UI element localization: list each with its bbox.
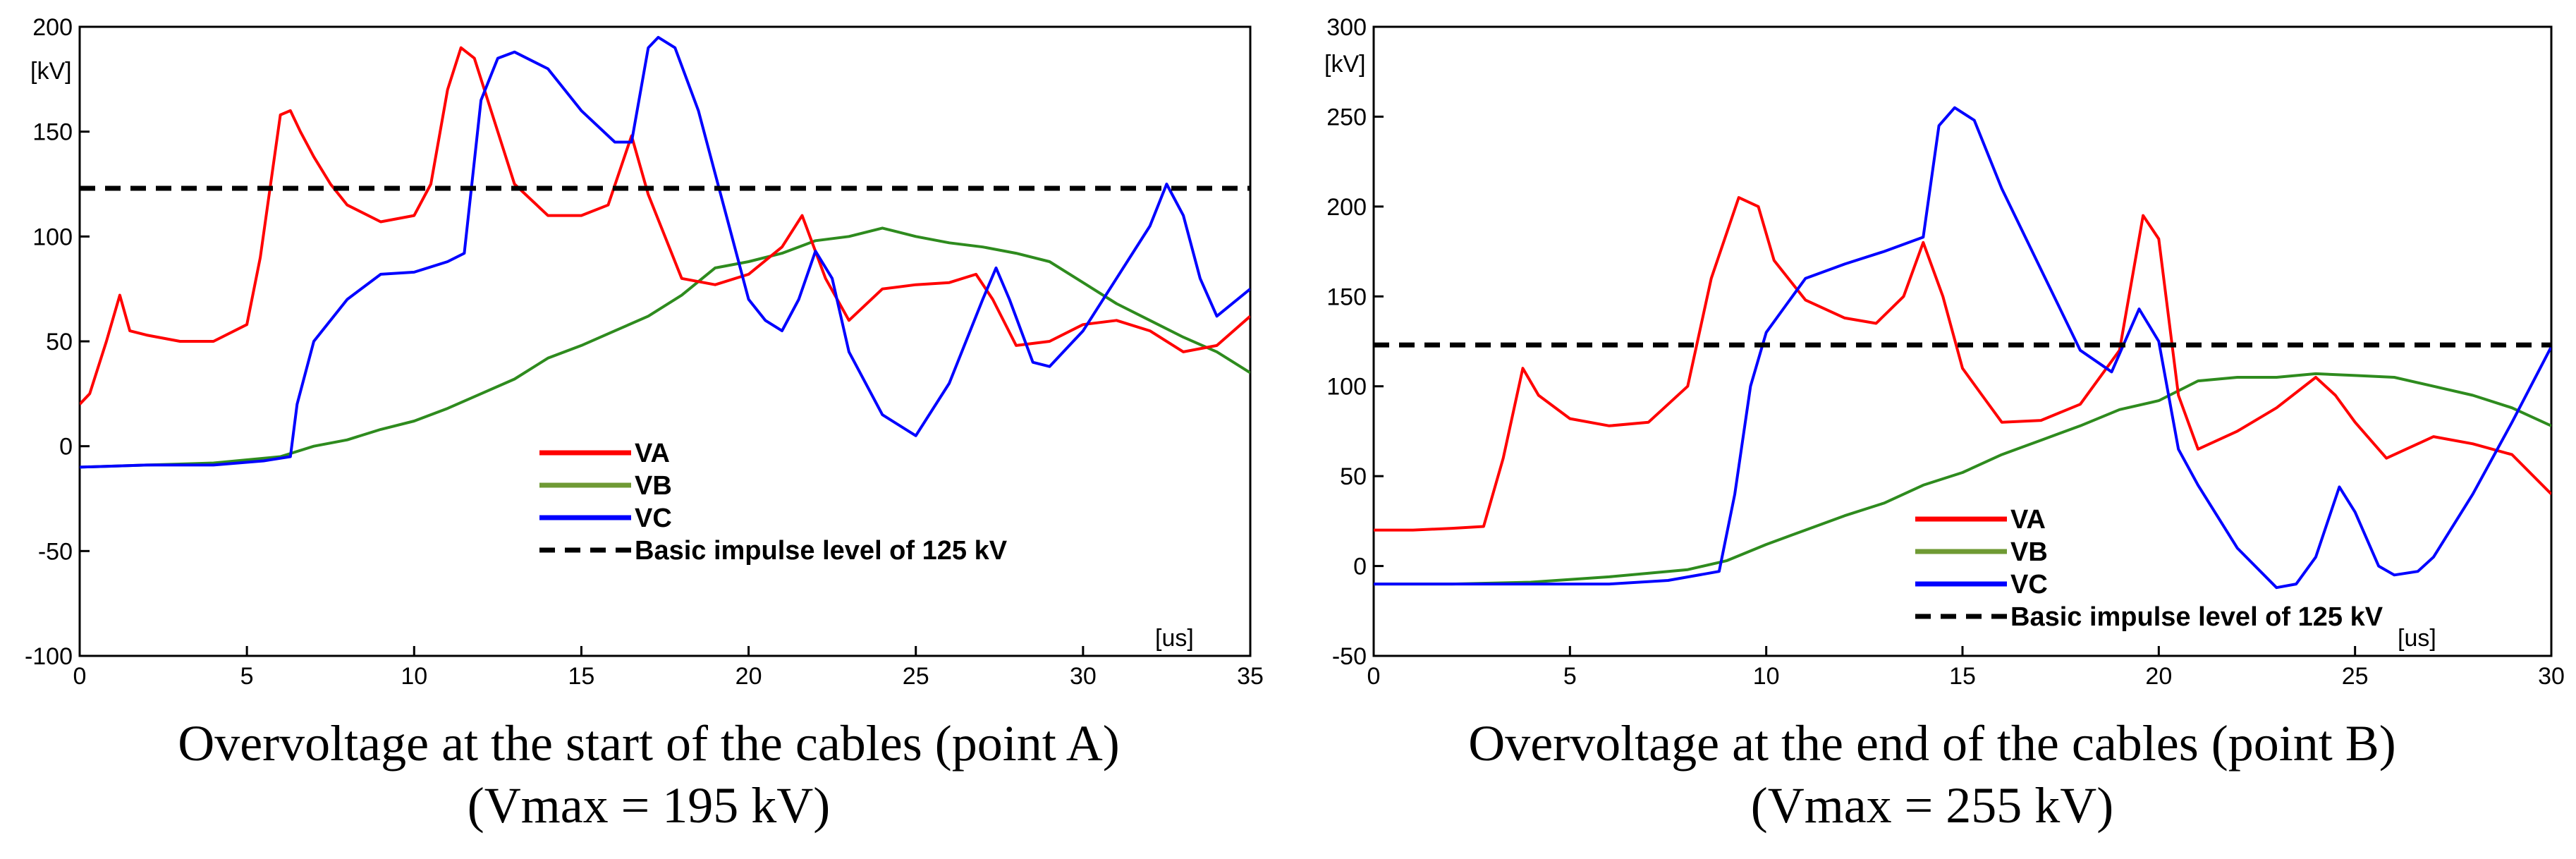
y-tick-label: -50 [38,538,73,565]
caption-a-line1: Overvoltage at the start of the cables (… [178,715,1120,772]
caption-b-line1: Overvoltage at the end of the cables (po… [1468,715,2396,772]
y-axis-label: [kV] [30,58,72,85]
caption-b: Overvoltage at the end of the cables (po… [1312,712,2553,836]
y-tick-label: 0 [59,434,73,461]
y-tick-label: 50 [46,329,73,355]
y-tick-label: 100 [1326,374,1367,401]
x-tick-label: 10 [401,663,427,690]
caption-b-line2: (Vmax = 255 kV) [1750,777,2114,834]
legend: VA VB VC Basic impulse level of 125 kV [539,439,1008,566]
x-tick-label: 5 [1563,663,1577,690]
x-tick-label: 20 [2145,663,2172,690]
legend-label: VB [2010,537,2048,567]
y-tick-label: 50 [1340,463,1367,490]
y-tick-label: 100 [32,224,73,250]
x-tick-label: 25 [2342,663,2369,690]
series-va-line [1374,196,2551,532]
x-tick-label: 15 [1949,663,1976,690]
y-axis-label: [kV] [1324,51,1366,78]
data-layer [80,35,1250,469]
y-tick-label: 150 [1326,284,1367,310]
plot-frame [1372,25,2553,657]
x-tick-label: 35 [1237,663,1264,690]
x-tick-label: 30 [1070,663,1097,690]
x-tick-label: 20 [735,663,762,690]
y-tick-label: 300 [1326,14,1367,41]
series-vc-line [80,35,1250,469]
x-tick-label: 0 [1367,663,1381,690]
legend-label: Basic impulse level of 125 kV [635,536,1008,566]
series-vb-line [80,226,1250,469]
x-tick-label: 10 [1753,663,1780,690]
y-tick-label: 250 [1326,104,1367,130]
legend-label: VB [635,471,672,501]
legend-label: VC [635,504,672,533]
series-va-line [80,46,1250,406]
y-tick-label: -50 [1332,643,1367,670]
caption-a: Overvoltage at the start of the cables (… [21,712,1276,836]
legend-label: Basic impulse level of 125 kV [2010,602,2383,632]
caption-a-line2: (Vmax = 195 kV) [467,777,831,834]
legend-label: VC [2010,570,2048,599]
y-tick-label: -100 [25,643,73,670]
y-tick-label: 150 [32,119,73,146]
legend-label: VA [2010,505,2046,535]
x-tick-label: 30 [2538,663,2565,690]
y-tick-label: 200 [1326,194,1367,221]
x-tick-label: 0 [73,663,87,690]
y-tick-label: 200 [32,14,73,41]
x-tick-label: 5 [240,663,254,690]
data-layer [1374,106,2551,590]
y-tick-label: 0 [1353,554,1367,580]
x-axis-label: [us] [1155,625,1194,652]
legend-label: VA [635,439,670,468]
x-tick-label: 15 [568,663,595,690]
x-tick-label: 25 [903,663,929,690]
series-vb-line [1374,372,2551,586]
chart-0: -100 -50 0 50 100 150 200 0 5 10 15 20 25 30 35 [kV] [us… [25,14,1264,690]
series-vc-line [1374,106,2551,590]
x-axis-label: [us] [2398,625,2436,652]
